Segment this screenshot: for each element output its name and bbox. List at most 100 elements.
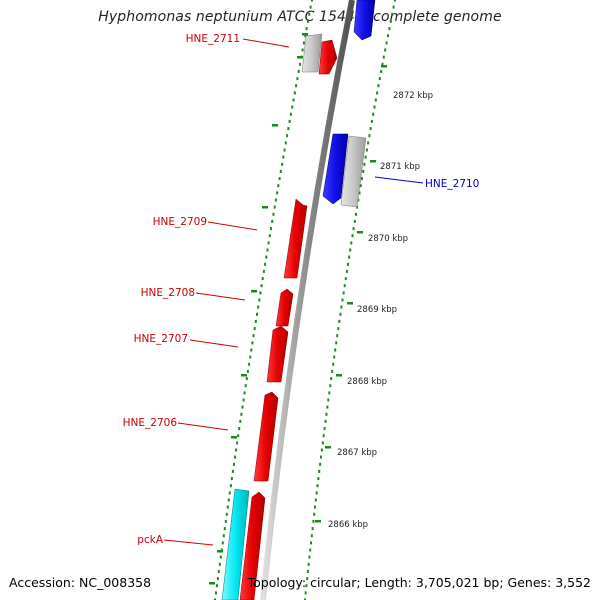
outer-minor-tick — [394, 0, 396, 2]
outer-minor-tick — [311, 527, 314, 531]
inner-minor-tick — [301, 48, 304, 52]
inner-minor-tick — [282, 155, 285, 159]
outer-minor-tick — [333, 355, 336, 359]
inner-minor-tick — [260, 284, 263, 288]
inner-minor-tick — [307, 19, 309, 23]
inner-minor-tick — [233, 462, 235, 466]
tick-label-2867: 2867 kbp — [337, 448, 377, 458]
gene-rna[interactable] — [221, 488, 250, 600]
gene-hne-2706[interactable] — [253, 391, 279, 482]
gene-grey-2710[interactable] — [340, 135, 367, 208]
outer-minor-tick — [320, 455, 322, 459]
gene-blue-top[interactable] — [353, 0, 376, 41]
tick-arc-outer — [304, 0, 396, 600]
outer-minor-tick — [388, 27, 391, 31]
outer-minor-tick — [308, 555, 311, 559]
inner-minor-tick — [226, 505, 229, 509]
inner-minor-tick — [249, 355, 252, 359]
outer-minor-tick — [323, 427, 326, 431]
inner-minor-tick — [273, 205, 276, 209]
gene-hne-2709[interactable] — [283, 198, 308, 279]
inner-minor-tick — [274, 198, 277, 202]
gene-label-hne-2710[interactable]: HNE_2710 — [425, 178, 479, 190]
outer-minor-tick — [336, 334, 339, 338]
outer-minor-tick — [343, 284, 346, 288]
outer-minor-tick — [387, 34, 389, 38]
inner-minor-tick — [241, 405, 244, 409]
inner-minor-tick — [305, 27, 308, 31]
gene-label-hne-2707[interactable]: HNE_2707 — [134, 333, 188, 345]
outer-minor-tick — [312, 519, 315, 523]
inner-major-tick — [302, 33, 308, 36]
gene-pcka[interactable] — [239, 491, 266, 600]
outer-minor-tick — [385, 41, 388, 45]
tick-label-2870: 2870 kbp — [368, 234, 408, 244]
gene-hne-2707[interactable] — [266, 325, 289, 383]
gene-label-hne-2708[interactable]: HNE_2708 — [141, 287, 195, 299]
inner-minor-tick — [308, 12, 311, 16]
outer-minor-tick — [358, 191, 361, 195]
inner-minor-tick — [271, 219, 274, 223]
outer-minor-tick — [348, 255, 351, 259]
tick-arc-inner — [214, 0, 313, 600]
inner-minor-tick — [222, 534, 225, 538]
inner-minor-tick — [236, 441, 239, 445]
inner-minor-tick — [216, 577, 219, 581]
inner-minor-tick — [309, 5, 312, 9]
gene-label-pcka[interactable]: pckA — [137, 534, 164, 546]
inner-minor-tick — [230, 477, 233, 481]
outer-minor-tick — [359, 184, 362, 188]
outer-minor-tick — [316, 484, 319, 488]
outer-minor-tick — [360, 177, 363, 181]
gene-hne-2711[interactable] — [318, 39, 338, 75]
outer-minor-tick — [353, 219, 356, 223]
inner-major-tick — [209, 582, 215, 585]
outer-minor-tick — [365, 148, 368, 152]
gene-hne-2710[interactable] — [322, 133, 349, 205]
gene-grey-2711[interactable] — [301, 33, 323, 73]
outer-minor-tick — [314, 498, 317, 502]
map-title: Hyphomonas neptunium ATCC 15444, complet… — [98, 9, 502, 25]
inner-minor-tick — [254, 319, 257, 323]
gene-label-hne-2709[interactable]: HNE_2709 — [153, 216, 207, 228]
inner-minor-tick — [231, 469, 234, 473]
inner-minor-tick — [287, 127, 290, 131]
inner-minor-tick — [214, 598, 216, 600]
outer-minor-tick — [327, 398, 330, 402]
outer-minor-tick — [305, 584, 308, 588]
outer-major-tick — [336, 374, 342, 377]
inner-major-tick — [231, 436, 237, 439]
inner-minor-tick — [238, 427, 241, 431]
inner-minor-tick — [242, 398, 245, 402]
outer-minor-tick — [334, 348, 337, 352]
gene-label-hne-2711[interactable]: HNE_2711 — [186, 33, 240, 45]
gene-hne-2708[interactable] — [275, 288, 294, 327]
gene-label-hne-2706[interactable]: HNE_2706 — [123, 417, 178, 429]
inner-minor-tick — [265, 255, 268, 259]
outer-minor-tick — [389, 19, 392, 23]
inner-minor-tick — [218, 562, 221, 566]
inner-minor-tick — [239, 419, 242, 423]
inner-minor-tick — [253, 327, 256, 331]
tick-label-2868: 2868 kbp — [347, 377, 387, 387]
inner-minor-tick — [219, 555, 222, 559]
inner-minor-tick — [248, 362, 251, 366]
outer-minor-tick — [340, 305, 343, 309]
inner-major-tick — [262, 206, 268, 209]
outer-minor-tick — [309, 548, 312, 552]
inner-minor-tick — [228, 491, 231, 495]
outer-minor-tick — [374, 98, 377, 102]
outer-minor-tick — [315, 491, 318, 495]
outer-minor-tick — [347, 262, 349, 266]
outer-minor-tick — [368, 134, 371, 138]
outer-minor-tick — [364, 155, 367, 159]
inner-minor-tick — [215, 584, 218, 588]
outer-minor-tick — [304, 591, 307, 595]
inner-minor-tick — [261, 277, 264, 281]
inner-minor-tick — [292, 98, 295, 102]
label-leaders — [163, 38, 424, 546]
inner-minor-tick — [235, 448, 238, 452]
inner-minor-tick — [224, 519, 227, 523]
outer-minor-tick — [329, 384, 332, 388]
